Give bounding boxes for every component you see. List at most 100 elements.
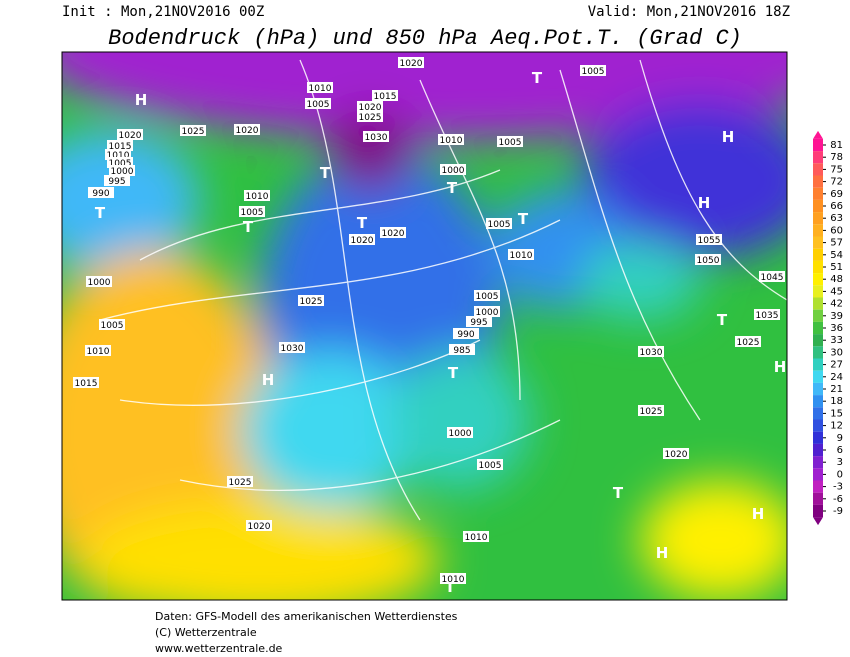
colorbar-tick-label: 6 [837,445,843,456]
colorbar-segment [813,309,823,322]
colorbar-segment [813,358,823,371]
isobar-label-bg [497,136,523,147]
colorbar-segment [813,212,823,225]
colorbar-tick-label: 0 [837,469,843,480]
isobar-label-bg [754,309,780,320]
colorbar-tick-label: 15 [830,408,843,419]
isobar-label: 985 [453,346,470,356]
colorbar-tick-label: 69 [830,189,843,200]
isobar-label: 1030 [365,133,388,143]
isobar-label-bg [107,140,133,151]
isobar-label: 1015 [109,142,132,152]
colorbar-segment [813,468,823,481]
isobar-label-bg [239,206,265,217]
isobar-label: 1025 [737,338,760,348]
isobar-label-bg [227,476,253,487]
colorbar-cap [813,130,823,139]
colorbar-segment [813,236,823,249]
colorbar-segment [813,297,823,310]
isobar-label: 1030 [281,344,304,354]
colorbar-tick-label: 54 [830,250,843,261]
isobar-label: 1000 [111,167,134,177]
colorbar-segment [813,431,823,444]
isobar-label: 990 [92,189,109,199]
pressure-center: T [518,210,529,228]
isobar-label: 1010 [440,136,463,146]
footer-line: (C) Wetterzentrale [155,626,257,639]
isobar-label-bg [363,131,389,142]
isobar-label: 1005 [479,461,502,471]
colorbar-segment [813,248,823,261]
pressure-center: T [532,69,543,87]
map-frame [61,51,788,601]
isobar-label-bg [88,187,114,198]
isobar-label-bg [234,124,260,135]
isobar-label-bg [349,234,375,245]
colorbar-segment [813,151,823,164]
isobar-label: 1005 [488,220,511,230]
isobar-label: 1015 [374,92,397,102]
colorbar-segment [813,382,823,396]
isobar-label: 1030 [640,348,663,358]
isobar-label: 1020 [351,236,374,246]
colorbar-tick-label: 3 [837,457,843,468]
isobar-label-bg [440,573,466,584]
pressure-center: H [752,505,765,523]
colorbar-tick-label: 72 [830,177,843,188]
colorbar-segment [813,175,823,188]
isobar-label-bg [486,218,512,229]
isobar-label-bg [357,111,383,122]
isobar-label: 1020 [400,59,423,69]
isobar-label-bg [86,276,112,287]
colorbar-segment [813,419,823,432]
isobar-label: 1010 [442,575,465,585]
isobar-label: 1010 [309,84,332,94]
colorbar-tick-label: 42 [830,299,843,310]
isobar-label: 1025 [359,113,382,123]
isobar-label: 1005 [109,159,132,169]
pressure-center: T [445,578,456,596]
isobar-label-bg [307,82,333,93]
isobar-label: 1000 [442,166,465,176]
isobar-label-bg [107,157,133,168]
isobar-label-bg [372,90,398,101]
isobar-label: 995 [470,318,487,328]
isobar-label: 1005 [476,292,499,302]
colorbar-tick-label: 51 [830,262,843,273]
footer-line: www.wetterzentrale.de [155,642,283,655]
isobar-label-bg [117,129,143,140]
isobar-label-bg [466,316,492,327]
colorbar-tick-label: 78 [830,152,843,163]
colorbar-cap [813,517,823,526]
isobar-label: 1020 [665,450,688,460]
isobar-label: 1020 [359,103,382,113]
pressure-center: H [262,371,275,389]
isobar-label-bg [474,290,500,301]
valid-time: Valid: Mon,21NOV2016 18Z [588,4,790,20]
colorbar-segment [813,285,823,298]
isobar-label-bg [105,149,131,160]
isobar-label-bg [449,344,475,355]
isobar-label-bg [73,377,99,388]
colorbar-tick-label: 33 [830,335,843,346]
isobar-label-bg [244,190,270,201]
colorbar-tick-label: 9 [837,433,843,444]
isobar-label-bg [696,234,722,245]
isobar-label: 1005 [101,321,124,331]
colorbar-segment [813,480,823,493]
map-field [62,52,787,600]
colorbar-segment [813,370,823,383]
pressure-center: T [613,484,624,502]
isobar-label: 1005 [582,67,605,77]
colorbar-segment [813,407,823,420]
colorbar-tick-label: 18 [830,396,843,407]
colorbar-segment [813,321,823,335]
pressure-center: T [448,364,459,382]
isobar-label-bg [85,345,111,356]
isobar-label: 1050 [697,256,720,266]
isobar-label: 1045 [761,273,784,283]
isobar-label-bg [508,249,534,260]
isobar-label-bg [580,65,606,76]
colorbar-tick-label: 75 [830,164,843,175]
colorbar-tick-label: 45 [830,286,843,297]
